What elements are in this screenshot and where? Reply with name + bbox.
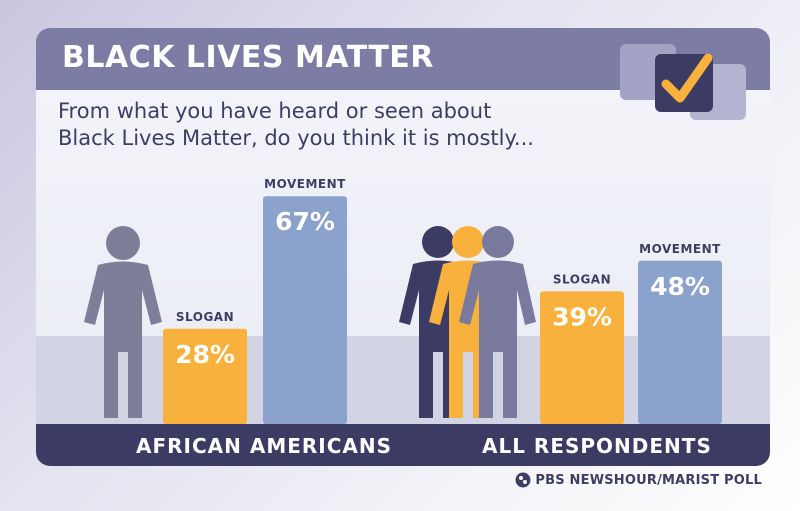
category-bar [36,424,770,466]
bar-label-slogan-1: SLOGAN [553,272,611,286]
bar-movement-0 [263,196,347,424]
pbs-logo-icon [515,472,531,488]
bar-value-movement-0: 67% [275,207,335,236]
bar-slogan-1 [540,291,624,424]
source-text: PBS NEWSHOUR/MARIST POLL [535,472,762,488]
person-icon [84,226,162,418]
bar-value-slogan-1: 39% [552,302,612,331]
source-credit: PBS NEWSHOUR/MARIST POLL [515,472,762,488]
question-line-1: From what you have heard or seen about [58,99,492,123]
bar-label-movement-0: MOVEMENT [264,177,346,191]
bar-label-movement-1: MOVEMENT [639,242,721,256]
question-line-2: Black Lives Matter, do you think it is m… [58,126,534,150]
bar-slogan-0 [163,328,247,424]
bar-value-slogan-0: 28% [175,340,235,369]
bar-value-movement-1: 48% [650,272,710,301]
category-label-all-respondents: ALL RESPONDENTS [482,434,712,458]
chart-title: BLACK LIVES MATTER [62,40,434,75]
bar-movement-1 [638,260,722,424]
survey-question: From what you have heard or seen about B… [58,98,618,152]
bar-label-slogan-0: SLOGAN [176,310,234,324]
group-of-people-icon [399,226,536,418]
category-label-african-americans: AFRICAN AMERICANS [136,434,393,458]
